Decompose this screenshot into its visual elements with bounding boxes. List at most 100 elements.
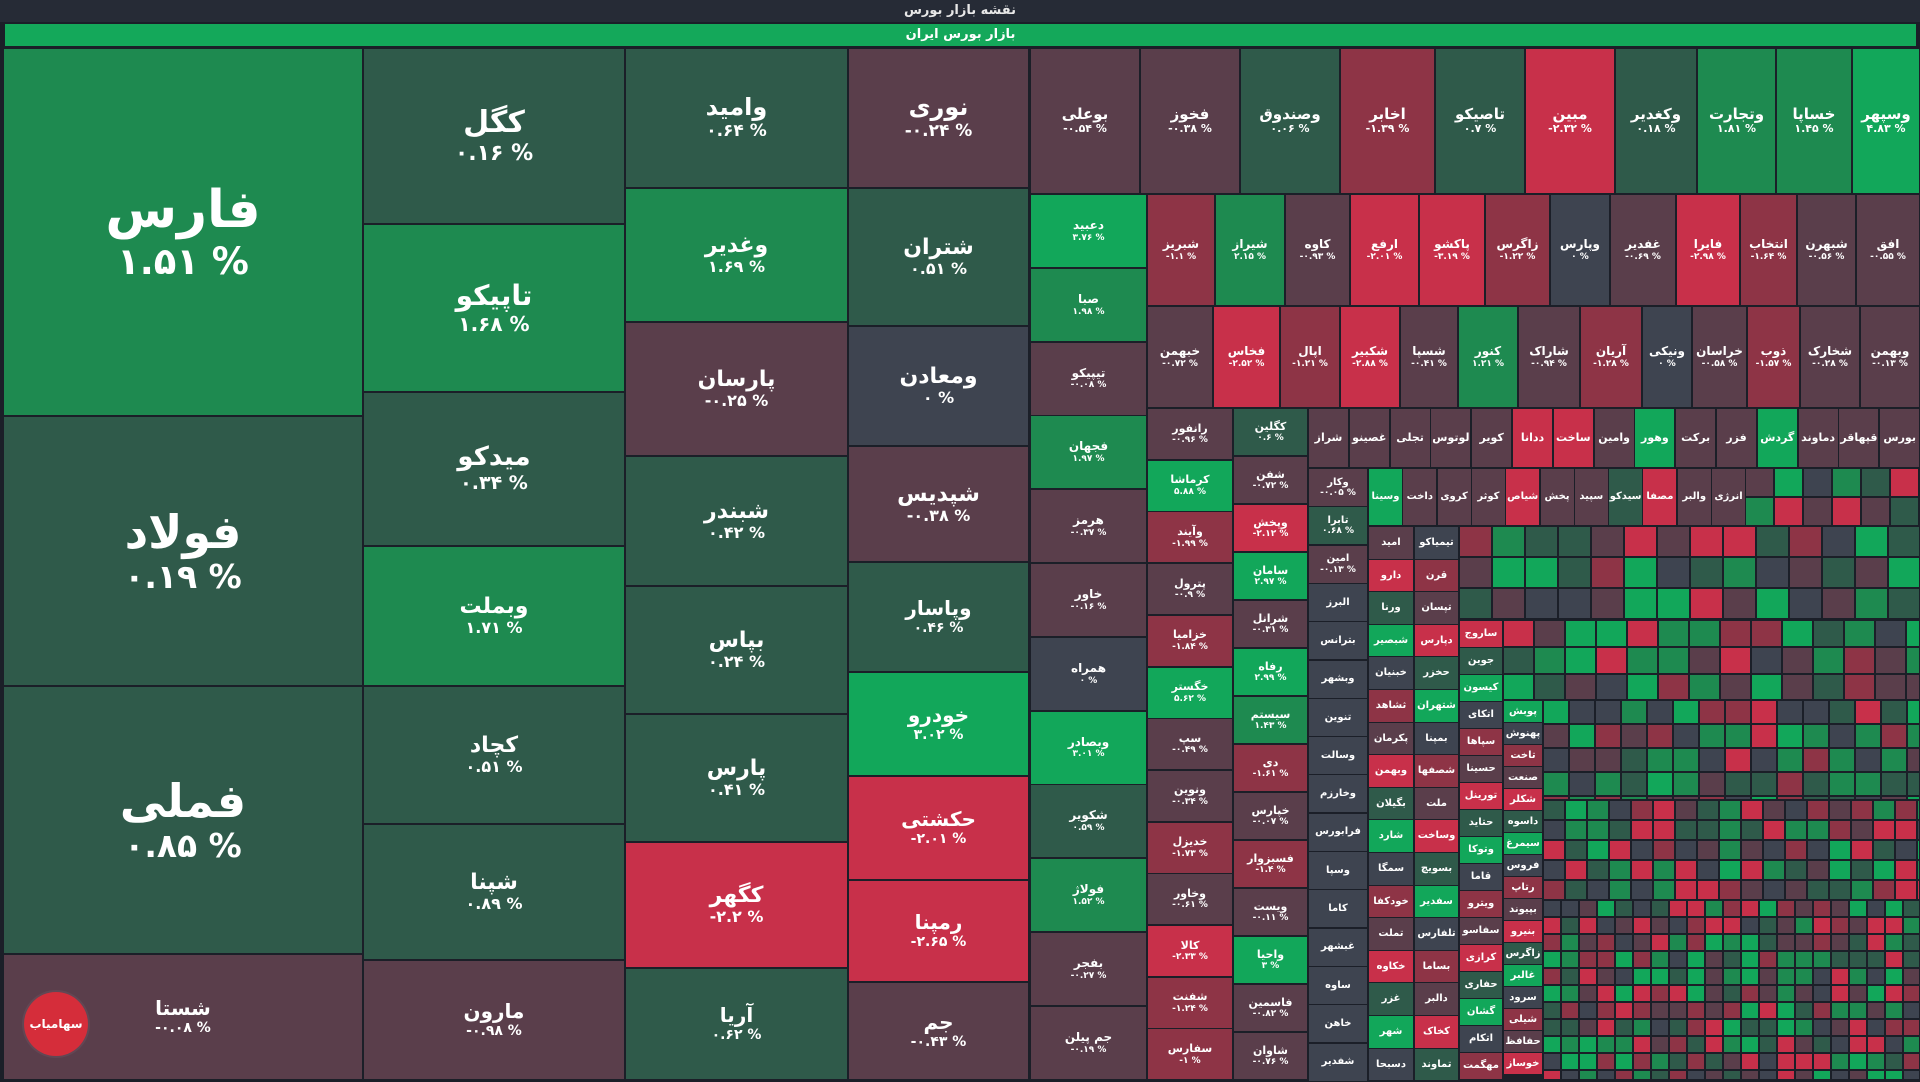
stock-tile-small[interactable] <box>1699 748 1725 772</box>
stock-tile-small[interactable] <box>1699 796 1725 800</box>
stock-tile-small[interactable] <box>1675 800 1697 820</box>
stock-tile[interactable]: انرژی <box>1711 468 1746 526</box>
stock-tile-small[interactable] <box>1561 917 1579 934</box>
stock-tile[interactable]: خاهن <box>1308 1004 1368 1044</box>
stock-tile-small[interactable] <box>1774 468 1803 497</box>
stock-tile-small[interactable] <box>1543 1036 1561 1053</box>
stock-tile-small[interactable] <box>1597 1002 1615 1019</box>
stock-tile-small[interactable] <box>1459 588 1492 619</box>
stock-tile-small[interactable] <box>1543 1053 1561 1070</box>
stock-tile[interactable]: جوین <box>1459 647 1503 675</box>
stock-tile-small[interactable] <box>1803 497 1832 526</box>
stock-tile-small[interactable] <box>1723 588 1756 619</box>
stock-tile[interactable]: بپیوند <box>1503 898 1543 921</box>
stock-tile[interactable]: فاسمین -۰.۸۲ % <box>1233 984 1308 1032</box>
stock-tile-small[interactable] <box>1705 900 1723 917</box>
stock-tile[interactable]: کالا -۲.۳۳ % <box>1147 925 1233 977</box>
stock-tile[interactable]: سیمرغ <box>1503 832 1543 855</box>
stock-tile-small[interactable] <box>1813 985 1831 1002</box>
stock-tile-small[interactable] <box>1903 1036 1920 1053</box>
stock-tile[interactable]: دماوند <box>1797 408 1839 468</box>
stock-tile-small[interactable] <box>1867 900 1885 917</box>
stock-tile-small[interactable] <box>1651 1002 1669 1019</box>
stock-tile[interactable]: داسوه <box>1503 810 1543 833</box>
stock-tile-small[interactable] <box>1503 647 1534 674</box>
stock-tile-small[interactable] <box>1795 968 1813 985</box>
stock-tile-small[interactable] <box>1615 1070 1633 1080</box>
stock-tile-small[interactable] <box>1851 820 1873 840</box>
stock-tile-small[interactable] <box>1831 1053 1849 1070</box>
stock-tile-small[interactable] <box>1651 1019 1669 1036</box>
stock-tile[interactable]: فولاد ۰.۱۹ % <box>3 416 363 686</box>
stock-tile[interactable]: خزامیا -۱.۸۴ % <box>1147 614 1233 667</box>
stock-tile-small[interactable] <box>1807 800 1829 820</box>
stock-tile[interactable]: شپدیس -۰.۳۸ % <box>848 446 1029 562</box>
stock-tile-small[interactable] <box>1907 724 1920 748</box>
stock-tile-small[interactable] <box>1687 985 1705 1002</box>
stock-tile-small[interactable] <box>1807 820 1829 840</box>
stock-tile-small[interactable] <box>1741 1070 1759 1080</box>
stock-tile-small[interactable] <box>1669 1053 1687 1070</box>
stock-tile-small[interactable] <box>1543 900 1561 917</box>
stock-tile-small[interactable] <box>1867 1053 1885 1070</box>
stock-tile-small[interactable] <box>1534 620 1565 647</box>
stock-tile-small[interactable] <box>1579 985 1597 1002</box>
stock-tile-small[interactable] <box>1803 724 1829 748</box>
stock-tile-small[interactable] <box>1675 840 1697 860</box>
stock-tile[interactable]: کگهر -۲.۲ % <box>625 842 848 968</box>
stock-tile[interactable]: کروی <box>1436 468 1472 526</box>
stock-tile[interactable]: شاراک -۰.۹۴ % <box>1518 306 1580 408</box>
stock-tile-small[interactable] <box>1669 985 1687 1002</box>
stock-tile[interactable]: فخوز -۰.۳۸ % <box>1140 48 1240 194</box>
stock-tile[interactable]: بگیلان <box>1368 786 1414 821</box>
stock-tile-small[interactable] <box>1543 1002 1561 1019</box>
stock-tile[interactable]: خاور -۰.۱۶ % <box>1030 563 1147 637</box>
stock-tile-small[interactable] <box>1807 840 1829 860</box>
stock-tile-small[interactable] <box>1690 588 1723 619</box>
stock-tile[interactable]: ساروج <box>1459 620 1503 648</box>
stock-tile-small[interactable] <box>1687 917 1705 934</box>
stock-tile[interactable]: سفدیر <box>1414 884 1459 919</box>
stock-tile-small[interactable] <box>1723 917 1741 934</box>
stock-tile-small[interactable] <box>1903 985 1920 1002</box>
stock-tile[interactable]: دسبحا <box>1368 1047 1414 1082</box>
stock-tile-small[interactable] <box>1890 468 1919 497</box>
stock-tile-small[interactable] <box>1597 968 1615 985</box>
stock-tile-small[interactable] <box>1885 951 1903 968</box>
stock-tile-small[interactable] <box>1851 840 1873 860</box>
stock-tile[interactable]: انتخاب -۱.۶۴ % <box>1740 194 1797 306</box>
stock-tile-small[interactable] <box>1651 1036 1669 1053</box>
stock-tile-small[interactable] <box>1690 526 1723 557</box>
stock-tile[interactable]: دعبید ۳.۷۶ % <box>1030 194 1147 268</box>
stock-tile-small[interactable] <box>1624 526 1657 557</box>
stock-tile-small[interactable] <box>1697 820 1719 840</box>
stock-tile[interactable]: خوساز <box>1503 1052 1543 1075</box>
stock-tile-small[interactable] <box>1867 1070 1885 1080</box>
stock-tile-small[interactable] <box>1795 1053 1813 1070</box>
stock-tile-small[interactable] <box>1759 917 1777 934</box>
stock-tile[interactable]: غالبر <box>1503 964 1543 987</box>
stock-tile-small[interactable] <box>1855 588 1888 619</box>
stock-tile[interactable]: ذوب -۱.۵۷ % <box>1747 306 1800 408</box>
stock-tile-small[interactable] <box>1829 700 1855 724</box>
stock-tile-small[interactable] <box>1615 900 1633 917</box>
stock-tile-small[interactable] <box>1885 917 1903 934</box>
stock-tile[interactable]: صنعت <box>1503 766 1543 789</box>
stock-tile[interactable]: حفافظ <box>1503 1030 1543 1053</box>
stock-tile-small[interactable] <box>1741 951 1759 968</box>
stock-tile[interactable]: پکرمان <box>1368 721 1414 756</box>
stock-tile-small[interactable] <box>1903 1053 1920 1070</box>
stock-tile-small[interactable] <box>1751 620 1782 647</box>
stock-tile-small[interactable] <box>1647 748 1673 772</box>
stock-tile[interactable]: پترول -۰.۹ % <box>1147 563 1233 616</box>
stock-tile-small[interactable] <box>1885 1053 1903 1070</box>
stock-tile-small[interactable] <box>1881 748 1907 772</box>
stock-tile-small[interactable] <box>1615 1019 1633 1036</box>
stock-tile-small[interactable] <box>1875 647 1906 674</box>
stock-tile-small[interactable] <box>1861 497 1890 526</box>
stock-tile-small[interactable] <box>1587 840 1609 860</box>
stock-tile[interactable]: شفن -۰.۷۲ % <box>1233 456 1308 504</box>
stock-tile-small[interactable] <box>1813 934 1831 951</box>
stock-tile-small[interactable] <box>1615 1002 1633 1019</box>
stock-tile-small[interactable] <box>1597 951 1615 968</box>
